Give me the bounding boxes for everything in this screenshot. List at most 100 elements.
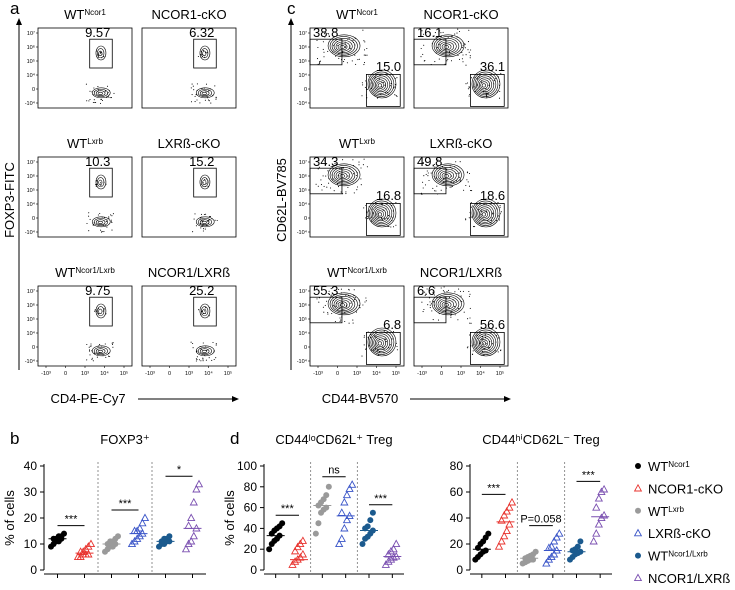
event-dot — [435, 36, 437, 38]
x-tick-label: 10⁴ — [204, 370, 213, 377]
legend-label-text: NCOR1-cKO — [648, 481, 723, 496]
event-dot — [355, 174, 357, 177]
contour — [471, 327, 501, 357]
event-dot — [202, 230, 204, 232]
legend-label: NCOR1-cKO — [648, 481, 723, 496]
x-axis-label: CD44-BV570 — [322, 391, 399, 406]
data-point — [599, 484, 609, 493]
event-dot — [194, 95, 196, 98]
event-dot — [457, 319, 459, 321]
plot-frame — [37, 156, 133, 238]
event-dot — [361, 82, 363, 84]
event-dot — [459, 290, 462, 292]
legend-label-sup: Ncor1 — [668, 460, 690, 469]
event-dot — [482, 343, 485, 345]
event-dot — [90, 343, 92, 345]
event-dot — [99, 212, 101, 215]
y-tick-label: 60 — [450, 485, 464, 499]
event-dot — [446, 60, 448, 62]
event-dot — [378, 78, 380, 80]
data-point — [337, 508, 346, 516]
event-dot — [215, 98, 217, 100]
y-tick-label: 0 — [456, 563, 463, 577]
event-dot — [97, 214, 99, 216]
event-dot — [325, 35, 327, 37]
y-tick-label: 10⁵ — [27, 58, 35, 65]
event-dot — [468, 217, 470, 219]
event-dot — [432, 165, 434, 167]
contour — [199, 348, 210, 355]
event-dot — [86, 100, 88, 102]
event-dot — [195, 358, 197, 360]
x-tick-label: 0 — [168, 371, 171, 377]
event-dot — [205, 213, 207, 215]
event-dot — [423, 44, 425, 46]
event-dot — [468, 87, 470, 89]
data-point — [485, 530, 492, 537]
y-tick-label: 0 — [304, 345, 307, 351]
event-dot — [198, 309, 200, 311]
contour — [327, 163, 361, 187]
event-dot — [106, 85, 109, 87]
event-dot — [476, 78, 479, 80]
event-dot — [493, 80, 495, 82]
gate — [193, 38, 217, 69]
arrow-head — [504, 396, 511, 402]
event-dot — [202, 342, 204, 344]
event-dot — [203, 213, 205, 216]
event-dot — [443, 286, 445, 288]
event-dot — [111, 215, 113, 217]
y-tick-label: 10⁶ — [299, 173, 307, 180]
event-dot — [464, 47, 466, 49]
event-dot — [439, 30, 441, 32]
plot-title: NCOR1/LXRß — [148, 265, 230, 280]
gate-value: 55.3 — [313, 283, 338, 298]
event-dot — [206, 52, 208, 54]
event-dot — [362, 164, 364, 166]
contour — [95, 303, 107, 319]
contour — [337, 301, 348, 309]
contour — [473, 329, 499, 355]
gate — [89, 296, 113, 327]
legend-label-sup: Lxrb — [668, 504, 684, 513]
event-dot — [208, 100, 210, 102]
event-dot — [443, 291, 445, 293]
event-dot — [89, 98, 91, 101]
event-dot — [208, 90, 210, 92]
y-axis-label: % of cells — [222, 490, 237, 546]
x-tick-label: 10⁴ — [372, 370, 381, 377]
panel-label: a — [10, 0, 20, 18]
y-tick-label: 0 — [304, 216, 307, 222]
event-dot — [327, 292, 329, 295]
event-dot — [95, 101, 97, 104]
event-dot — [191, 83, 193, 85]
contour — [201, 48, 209, 59]
event-dot — [215, 344, 217, 346]
contour — [471, 69, 501, 99]
event-dot — [327, 311, 329, 314]
contour — [98, 50, 103, 57]
event-dot — [353, 289, 355, 291]
event-dot — [108, 216, 110, 218]
plot-title-text: WT — [327, 265, 347, 280]
data-point — [194, 479, 204, 488]
data-point — [325, 483, 332, 490]
event-dot — [340, 288, 342, 290]
event-dot — [423, 308, 425, 311]
gate — [469, 202, 505, 236]
event-dot — [340, 319, 342, 321]
event-dot — [468, 86, 470, 88]
event-dot — [196, 359, 198, 361]
plot-title-text: WT — [64, 7, 84, 22]
event-dot — [327, 313, 329, 315]
plot-title-text: WT — [339, 136, 359, 151]
event-dot — [365, 300, 367, 302]
y-tick-label: -10⁴ — [297, 358, 308, 365]
event-dot — [360, 184, 362, 186]
event-dot — [470, 206, 472, 208]
contour — [97, 48, 105, 59]
x-tick-label: 10⁵ — [224, 370, 232, 377]
data-point — [389, 544, 398, 553]
